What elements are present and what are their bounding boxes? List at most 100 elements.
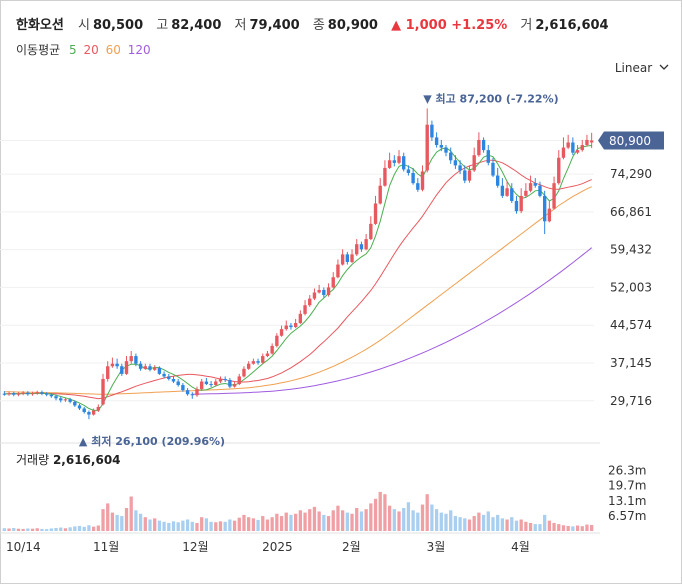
candle [533, 178, 537, 188]
candle [214, 378, 218, 387]
candle [580, 139, 584, 152]
candle [265, 351, 270, 358]
volume-bar [59, 527, 63, 531]
volume-bar [106, 503, 110, 531]
volume-bar [289, 514, 293, 531]
volume-bar [279, 516, 284, 531]
volume-bar [87, 525, 91, 531]
candle [561, 137, 566, 160]
candle [510, 183, 514, 204]
candle [472, 147, 476, 172]
candle-body [270, 345, 274, 354]
candle [35, 390, 39, 395]
volume-bar [26, 528, 30, 531]
ma-20[interactable]: 20 [83, 43, 99, 57]
candle-body [218, 378, 223, 382]
candle [63, 397, 68, 402]
close-value: 80,900 [327, 18, 378, 33]
price-tick-label: 66,861 [610, 205, 652, 219]
min-price-annotation: ▲ 최저 26,100 (209.96%) [79, 434, 225, 448]
ma-120[interactable]: 120 [127, 43, 151, 57]
volume-panel-label: 거래량 [16, 453, 50, 467]
candle [524, 183, 528, 198]
scale-selector-button[interactable]: Linear [615, 61, 669, 75]
candle [345, 251, 350, 265]
volume-bar [364, 509, 368, 531]
candle-body [185, 390, 190, 395]
volume-bar [54, 528, 58, 531]
candle [312, 288, 317, 301]
candle [12, 391, 16, 397]
volume-bar [453, 516, 458, 531]
candle [237, 373, 241, 386]
candle [157, 366, 162, 375]
candle-body [552, 183, 556, 209]
candle [519, 188, 523, 214]
volume-bar [378, 491, 382, 531]
volume-bar [402, 508, 406, 531]
candle-body [275, 335, 279, 346]
candle-body [289, 325, 293, 328]
candle [185, 388, 190, 396]
candle-body [495, 175, 500, 186]
candle [204, 377, 209, 386]
volume-bar [340, 510, 345, 531]
volume-bar [557, 524, 561, 531]
volume-bar [115, 514, 119, 531]
ma-60[interactable]: 60 [105, 43, 121, 57]
volume-bar [552, 522, 556, 531]
ma-legend-label: 이동평균 [16, 43, 61, 57]
volume-bar [256, 519, 260, 531]
volume-bar [420, 504, 425, 531]
volume-bar [392, 509, 396, 531]
volume-bar [68, 527, 72, 531]
date-tick-label: 2월 [342, 540, 361, 554]
candle [153, 365, 157, 371]
candle-body [49, 394, 54, 397]
open-label: 시 [77, 18, 90, 33]
candle-body [580, 145, 584, 151]
candle [397, 150, 401, 165]
volume-bar [129, 496, 133, 531]
price-tick-label: 29,716 [610, 394, 652, 408]
candle-body [129, 356, 133, 362]
volume-bar [411, 510, 415, 531]
volume-bar [247, 517, 251, 531]
candle-body [91, 410, 96, 415]
volume-bar [533, 524, 537, 531]
volume-bar [232, 520, 237, 531]
volume-bar [373, 498, 378, 531]
candle [77, 403, 82, 410]
ma-5[interactable]: 5 [69, 43, 77, 57]
candle-body [425, 124, 429, 171]
ma120-line [192, 247, 593, 395]
volume-bar [425, 494, 429, 531]
candle-body [110, 363, 115, 367]
volume-bar [312, 506, 317, 531]
candle [308, 295, 312, 307]
volume-bar [505, 519, 509, 531]
candle-body [472, 155, 476, 171]
volume-bar [77, 525, 82, 531]
high-value: 82,400 [171, 18, 222, 33]
candle [303, 300, 307, 316]
candle [444, 145, 448, 157]
candle [566, 134, 570, 150]
candle-body [190, 394, 194, 396]
volume-bar [35, 528, 39, 531]
volume-bar [63, 528, 68, 531]
candle [284, 320, 288, 331]
candle-body [237, 376, 241, 385]
candle-body [312, 292, 317, 299]
max-price-annotation: ▼ 최고 87,200 (-7.22%) [423, 91, 558, 105]
candle [195, 386, 199, 397]
candle-body [355, 244, 359, 255]
candle-body [214, 381, 218, 386]
volume-bar [477, 512, 481, 531]
close-label: 종 [312, 18, 325, 33]
volume-bar [350, 513, 354, 531]
candle-body [12, 393, 16, 395]
candle [91, 408, 96, 416]
volume-bar [481, 514, 486, 531]
